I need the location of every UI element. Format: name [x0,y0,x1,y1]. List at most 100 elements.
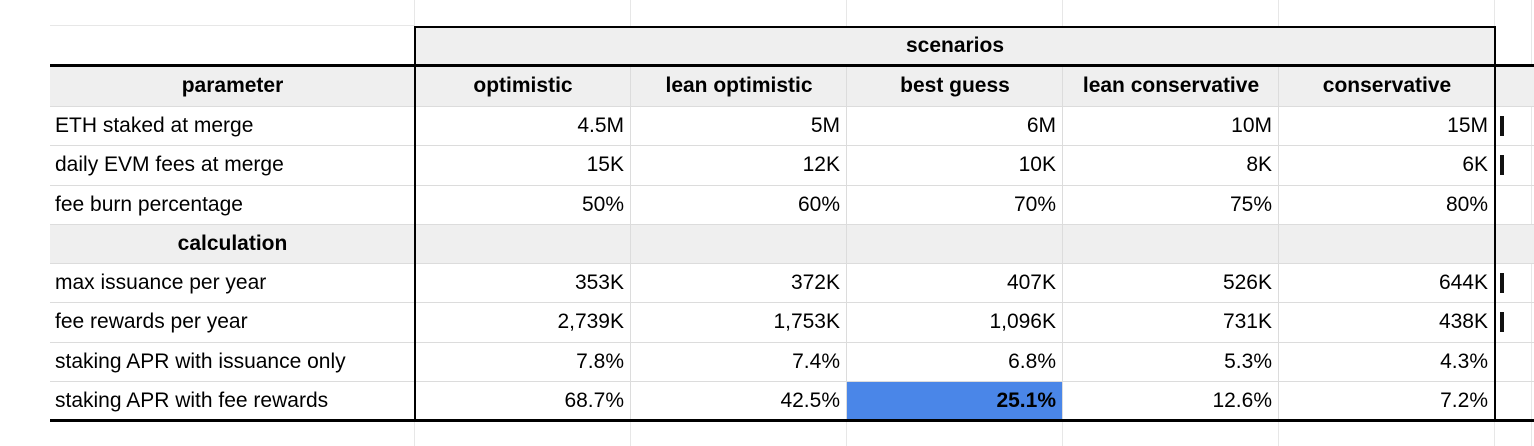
gridline [1494,0,1495,26]
gridline [50,381,1534,382]
value-cell[interactable]: 6K [1462,153,1488,176]
row-label-cell[interactable]: max issuance per year [55,270,267,294]
value-cell[interactable]: 7.2% [1440,388,1488,412]
value-cell[interactable]: 731K [1222,310,1272,333]
gridline [846,422,847,446]
highlighted-value-cell[interactable]: 25.1% [847,381,1063,420]
gridline [50,302,1534,303]
clipped-text-fragment [1500,115,1504,136]
row-label-cell[interactable]: fee rewards per year [55,310,248,333]
gridline [1278,0,1279,26]
clipped-next-column [1495,224,1534,263]
value-cell[interactable]: 5M [810,113,840,137]
value-cell[interactable]: 8K [1246,153,1272,176]
column-header-best-guess[interactable]: best guess [900,73,1010,97]
gridline [630,422,631,446]
gridline [846,65,847,420]
column-header-parameter[interactable]: parameter [181,73,284,97]
column-header-row: parameter optimistic lean optimistic bes… [50,65,1534,106]
value-cell[interactable]: 10K [1018,153,1056,176]
value-cell[interactable]: 6.8% [1008,349,1056,373]
table-row: daily EVM fees at merge 15K 12K 10K 8K 6… [50,145,1534,185]
gridline [414,422,415,446]
row-label-cell[interactable]: staking APR with fee rewards [55,388,329,412]
clipped-next-column [1495,65,1534,106]
table-border-bottom [50,419,1534,422]
gridline [630,65,631,420]
gridline [50,145,1534,146]
gridline [414,0,415,26]
value-cell[interactable]: 7.4% [792,349,840,373]
row-label-cell[interactable]: staking APR with issuance only [55,349,346,373]
column-header-conservative[interactable]: conservative [1322,73,1452,97]
value-cell[interactable] [847,224,1063,263]
gridline [1062,0,1063,26]
value-cell[interactable]: 353K [574,270,624,294]
gridline [1494,422,1495,446]
row-label-cell[interactable]: fee burn percentage [55,192,243,216]
table-row: fee burn percentage 50% 60% 70% 75% 80% [50,185,1534,224]
value-cell[interactable]: 70% [1013,192,1056,216]
value-cell[interactable]: 60% [797,192,840,216]
clipped-next-column [1495,145,1534,185]
value-cell[interactable]: 526K [1222,270,1272,294]
value-cell[interactable]: 407K [1006,270,1056,294]
value-cell[interactable]: 644K [1438,270,1488,294]
value-cell[interactable]: 7.8% [576,349,624,373]
value-cell[interactable]: 75% [1229,192,1272,216]
row-label-cell[interactable]: ETH staked at merge [55,113,254,137]
value-cell[interactable]: 42.5% [780,388,840,412]
value-cell[interactable]: 15K [586,153,624,176]
column-header-lean-optimistic[interactable]: lean optimistic [665,73,813,97]
gridline [846,0,847,26]
value-cell[interactable]: 80% [1445,192,1488,216]
value-cell[interactable]: 6M [1026,113,1056,137]
clipped-next-column [1495,185,1534,224]
value-cell[interactable]: 15M [1447,113,1488,137]
row-label-cell[interactable]: daily EVM fees at merge [55,153,284,176]
value-cell[interactable]: 12.6% [1212,388,1272,412]
clipped-text-fragment [1500,312,1504,332]
value-cell[interactable]: 438K [1438,310,1488,333]
table-border-left-divider [414,26,416,421]
clipped-next-column [1495,381,1534,420]
clipped-next-column [1495,342,1534,381]
table-border-header [50,64,1534,67]
value-cell[interactable]: 10M [1231,113,1272,137]
value-cell[interactable]: 5.3% [1224,349,1272,373]
clipped-text-fragment [1500,155,1504,175]
clipped-next-column [1495,106,1534,145]
table-row: staking APR with fee rewards 68.7% 42.5%… [50,381,1534,420]
clipped-next-column [1495,302,1534,342]
scenarios-group-header-cell[interactable]: scenarios [414,26,1496,65]
value-cell[interactable]: 12K [802,153,840,176]
gridline [50,185,1534,186]
gridline [1062,422,1063,446]
value-cell[interactable] [415,224,631,263]
column-header-lean-conservative[interactable]: lean conservative [1082,73,1260,97]
table-row: max issuance per year 353K 372K 407K 526… [50,263,1534,302]
table-border-top [414,26,1496,28]
gridline [50,224,1534,225]
gridline [1278,65,1279,420]
value-cell[interactable]: 1,096K [989,310,1056,333]
gridline [50,342,1534,343]
value-cell[interactable]: 372K [790,270,840,294]
value-cell[interactable]: 68.7% [564,388,624,412]
table-row: fee rewards per year 2,739K 1,753K 1,096… [50,302,1534,342]
gridline [50,106,1534,107]
value-cell[interactable]: 50% [581,192,624,216]
section-row-calculation: calculation [50,224,1534,263]
gridline [630,0,631,26]
value-cell[interactable]: 2,739K [557,310,624,333]
value-cell[interactable]: 1,753K [773,310,840,333]
value-cell[interactable]: 4.5M [577,113,624,137]
scenarios-group-header-label: scenarios [905,33,1005,57]
value-cell[interactable] [1063,224,1279,263]
gridline [50,263,1534,264]
value-cell[interactable]: 4.3% [1440,349,1488,373]
column-header-optimistic[interactable]: optimistic [473,73,573,97]
section-label-cell[interactable]: calculation [177,231,288,255]
value-cell[interactable] [631,224,847,263]
value-cell[interactable] [1279,224,1495,263]
